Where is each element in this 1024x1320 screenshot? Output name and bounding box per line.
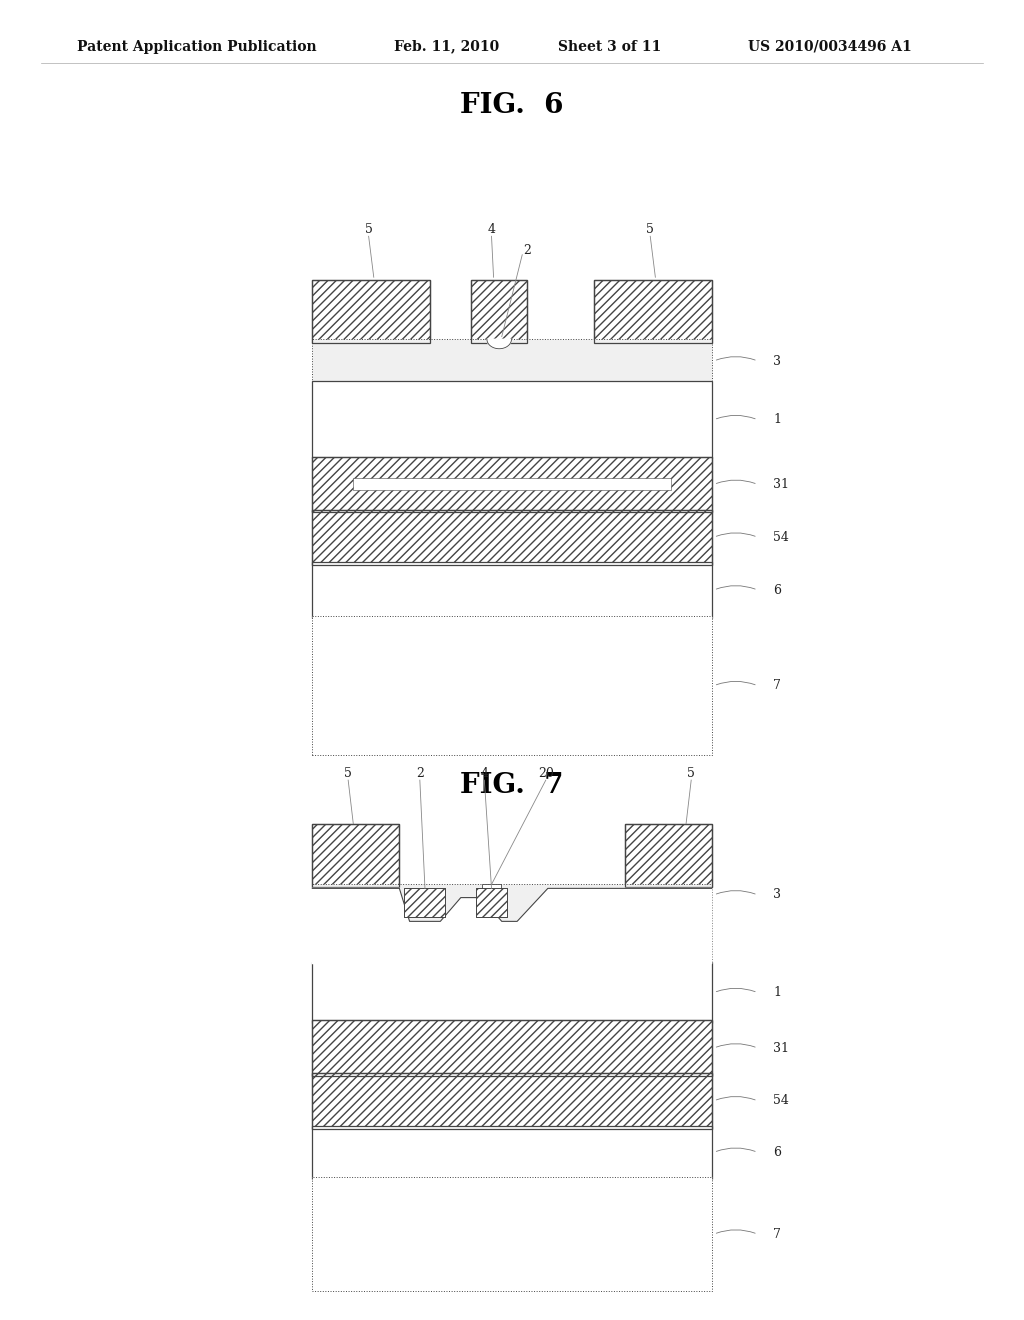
Bar (594, 280, 712, 343)
Bar (312, 1073, 712, 1129)
Text: 54: 54 (773, 1094, 790, 1107)
Bar (312, 1020, 712, 1076)
Text: US 2010/0034496 A1: US 2010/0034496 A1 (748, 40, 911, 54)
Text: 7: 7 (773, 680, 781, 692)
Bar (476, 888, 507, 917)
Text: Patent Application Publication: Patent Application Publication (77, 40, 316, 54)
Text: Feb. 11, 2010: Feb. 11, 2010 (394, 40, 500, 54)
Bar (312, 510, 712, 565)
Bar (312, 280, 430, 343)
Bar (312, 1073, 712, 1129)
Polygon shape (487, 339, 512, 348)
Bar (471, 280, 527, 343)
Text: 5: 5 (365, 223, 373, 236)
Bar (312, 1020, 712, 1076)
Bar (404, 888, 445, 917)
Text: 6: 6 (773, 583, 781, 597)
Bar (312, 457, 712, 512)
Text: 6: 6 (773, 1146, 781, 1159)
Bar (476, 888, 507, 917)
Text: FIG.  7: FIG. 7 (460, 772, 564, 799)
Bar (312, 562, 712, 618)
Bar (312, 1126, 712, 1179)
Text: 54: 54 (773, 531, 790, 544)
Text: 3: 3 (773, 355, 781, 367)
Text: 31: 31 (773, 1041, 790, 1055)
Bar (594, 280, 712, 343)
Bar (404, 888, 445, 917)
Bar (625, 824, 712, 887)
Bar (312, 616, 712, 755)
Bar (312, 962, 712, 1023)
Bar (471, 280, 527, 343)
Text: 2: 2 (523, 244, 531, 257)
Text: 5: 5 (344, 767, 352, 780)
Text: 1: 1 (773, 413, 781, 426)
Bar (312, 457, 712, 512)
Text: Sheet 3 of 11: Sheet 3 of 11 (558, 40, 662, 54)
Text: 5: 5 (646, 223, 654, 236)
Bar (312, 884, 712, 964)
Text: 4: 4 (480, 767, 488, 780)
Text: 20: 20 (538, 767, 554, 780)
Bar (482, 884, 501, 898)
Bar (312, 1177, 712, 1291)
Bar (312, 824, 399, 887)
Bar (312, 280, 430, 343)
Bar (353, 478, 671, 490)
Bar (625, 824, 712, 887)
Polygon shape (312, 888, 712, 964)
Bar (312, 339, 712, 383)
Text: 7: 7 (773, 1228, 781, 1241)
Text: 31: 31 (773, 478, 790, 491)
Text: 5: 5 (687, 767, 695, 780)
Text: 1: 1 (773, 986, 781, 999)
Text: 3: 3 (773, 888, 781, 902)
Bar (312, 510, 712, 565)
Bar (312, 824, 399, 887)
Text: 4: 4 (487, 223, 496, 236)
Text: FIG.  6: FIG. 6 (460, 92, 564, 119)
Bar (312, 381, 712, 458)
Text: 2: 2 (416, 767, 424, 780)
